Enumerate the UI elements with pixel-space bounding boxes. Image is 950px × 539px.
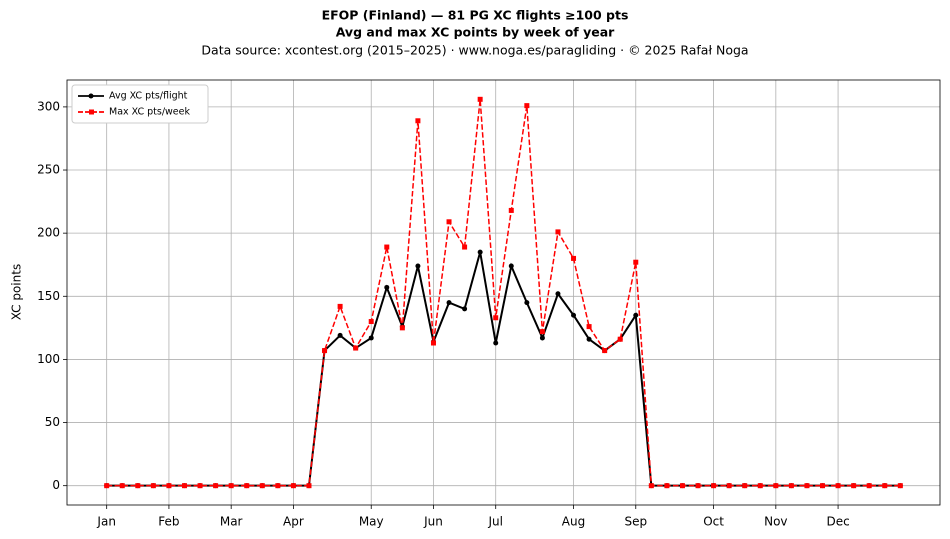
- y-tick-label: 150: [37, 289, 60, 303]
- legend-label: Avg XC pts/flight: [109, 91, 188, 102]
- point: [711, 483, 717, 489]
- point: [150, 483, 156, 489]
- point: [337, 303, 343, 309]
- point: [322, 348, 328, 354]
- point: [306, 483, 312, 489]
- point: [135, 483, 141, 489]
- point: [695, 483, 701, 489]
- x-tick-label: Mar: [220, 515, 243, 529]
- point: [508, 207, 514, 213]
- point: [866, 483, 872, 489]
- point: [851, 483, 857, 489]
- chart-subtitle: Avg and max XC points by week of year: [336, 25, 615, 40]
- y-axis-label: XC points: [10, 264, 24, 320]
- y-tick-label: 100: [37, 352, 60, 366]
- x-tick-label: Jan: [96, 515, 116, 529]
- x-tick-label: Apr: [283, 515, 304, 529]
- series-line: [106, 251, 901, 487]
- point: [290, 483, 296, 489]
- point: [633, 259, 639, 265]
- point: [571, 255, 577, 261]
- point: [524, 103, 530, 109]
- point: [493, 340, 499, 346]
- point: [337, 332, 343, 338]
- point: [820, 483, 826, 489]
- y-tick-label: 50: [45, 415, 60, 429]
- point: [446, 300, 452, 306]
- y-tick-label: 250: [37, 163, 60, 177]
- y-tick-label: 200: [37, 226, 60, 240]
- point: [726, 483, 732, 489]
- point: [368, 335, 374, 341]
- point: [617, 336, 623, 342]
- point: [119, 483, 125, 489]
- x-tick-label: Oct: [703, 515, 724, 529]
- point: [788, 483, 794, 489]
- point: [181, 483, 187, 489]
- point: [415, 263, 421, 269]
- point: [555, 291, 561, 297]
- x-tick-label: Dec: [826, 515, 849, 529]
- point: [462, 244, 468, 250]
- x-tick-label: Jun: [423, 515, 443, 529]
- point: [384, 244, 390, 250]
- x-tick-label: Feb: [158, 515, 179, 529]
- point: [430, 340, 436, 346]
- point: [648, 483, 654, 489]
- point: [462, 306, 468, 312]
- point: [477, 96, 483, 102]
- chart-title: EFOP (Finland) — 81 PG XC flights ≥100 p…: [322, 8, 629, 23]
- point: [446, 219, 452, 225]
- chart-source: Data source: xcontest.org (2015–2025) · …: [201, 43, 748, 58]
- point: [197, 483, 203, 489]
- series-line: [106, 99, 901, 487]
- point: [524, 300, 530, 306]
- x-tick-label: Aug: [562, 515, 585, 529]
- point: [508, 263, 514, 269]
- legend-marker: [89, 109, 94, 115]
- plot-frame: [66, 79, 941, 506]
- point: [399, 325, 405, 331]
- legend-label: Max XC pts/week: [109, 107, 190, 118]
- point: [586, 324, 592, 330]
- point: [244, 483, 250, 489]
- x-tick-label: Nov: [764, 515, 787, 529]
- point: [742, 483, 748, 489]
- legend-marker: [88, 93, 94, 99]
- point: [602, 348, 608, 354]
- point: [633, 312, 639, 318]
- point: [275, 483, 281, 489]
- point: [679, 483, 685, 489]
- point: [477, 249, 483, 255]
- point: [493, 315, 499, 321]
- point: [835, 483, 841, 489]
- point: [897, 483, 903, 489]
- point: [539, 329, 545, 335]
- point: [773, 483, 779, 489]
- legend-box: [71, 84, 209, 124]
- x-tick-label: May: [359, 515, 384, 529]
- point: [757, 483, 763, 489]
- x-tick-label: Sep: [624, 515, 647, 529]
- point: [353, 345, 359, 351]
- point: [882, 483, 888, 489]
- x-tick-label: Jul: [487, 515, 502, 529]
- point: [539, 335, 545, 341]
- point: [213, 483, 219, 489]
- y-tick-label: 300: [37, 99, 60, 113]
- point: [804, 483, 810, 489]
- point: [571, 312, 577, 318]
- point: [166, 483, 172, 489]
- point: [259, 483, 265, 489]
- point: [555, 229, 561, 235]
- point: [586, 336, 592, 342]
- point: [664, 483, 670, 489]
- point: [368, 319, 374, 325]
- y-tick-label: 0: [52, 478, 60, 492]
- point: [228, 483, 234, 489]
- point: [384, 284, 390, 290]
- point: [415, 118, 421, 124]
- point: [104, 483, 110, 489]
